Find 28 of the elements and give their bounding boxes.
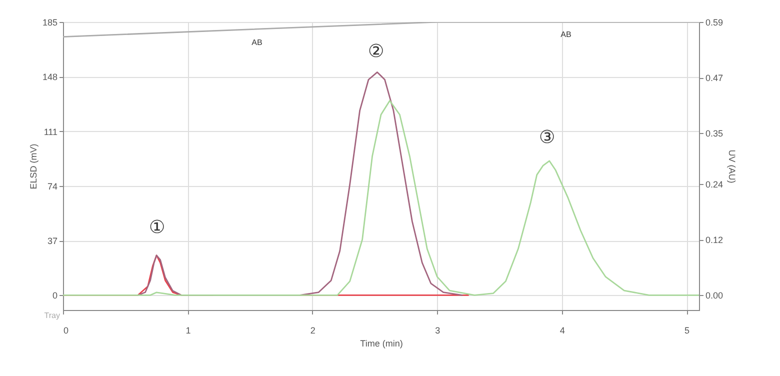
x-axis-title: Time (min) <box>360 338 403 348</box>
annotation: ① <box>149 217 165 237</box>
annotation: AB <box>252 38 262 47</box>
y2-tick-label: 0.12 <box>706 235 724 246</box>
y-axis-title: ELSD (mV) <box>28 144 38 190</box>
x-tick-label: 5 <box>684 326 690 336</box>
x-tick-label: 0 <box>64 326 69 336</box>
y2-tick-label: 0.59 <box>706 18 724 28</box>
y-tick-label: 185 <box>42 18 58 28</box>
y2-tick-label: 0.24 <box>706 180 724 190</box>
x-tick-label: 4 <box>560 326 565 336</box>
y-tick-label: 111 <box>44 126 58 137</box>
y2-axis-title: UV (AU) <box>727 150 738 184</box>
y2-tick-label: 0.47 <box>706 73 724 84</box>
y2-tick-label: 0.35 <box>706 128 724 139</box>
y-tick-label: 37 <box>47 236 58 246</box>
text: Tray <box>44 311 60 320</box>
annotation: AB <box>560 30 572 39</box>
y-tick-label: 74 <box>47 181 58 192</box>
x-tick-label: 1 <box>186 326 191 336</box>
y-tick-label: 148 <box>42 72 58 82</box>
line-series <box>63 100 699 296</box>
y-tick-label: 0 <box>52 290 58 301</box>
x-tick-label: 3 <box>435 326 440 336</box>
y2-tick-label: 0.00 <box>706 290 724 301</box>
annotation: ② <box>368 41 384 61</box>
x-tick-label: 2 <box>310 326 316 336</box>
annotation: ③ <box>539 127 555 147</box>
